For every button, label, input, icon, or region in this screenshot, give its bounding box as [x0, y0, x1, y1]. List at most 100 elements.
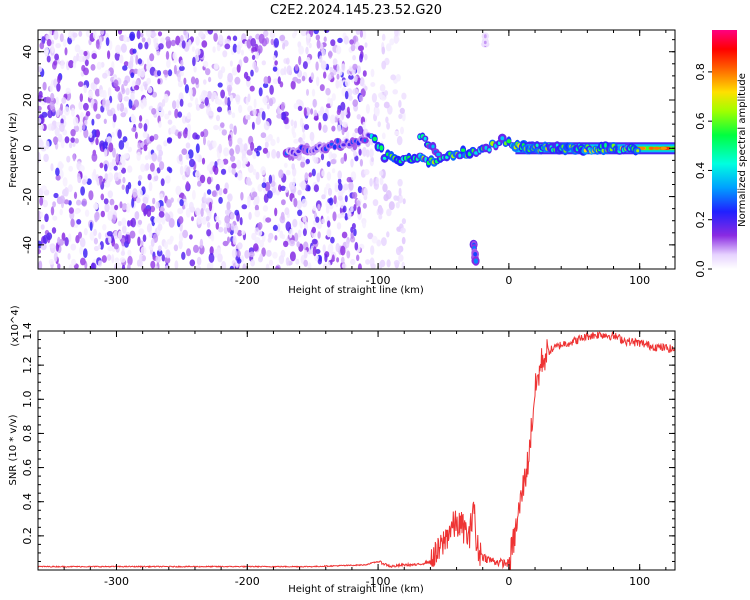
heat-cell: [381, 132, 386, 140]
heat-cell: [249, 251, 255, 258]
heat-cell: [228, 86, 231, 97]
heat-cell: [374, 106, 380, 117]
heat-cell: [147, 86, 153, 94]
heat-cell: [93, 245, 100, 252]
heat-cell: [328, 203, 334, 210]
heat-cell: [257, 112, 261, 119]
heat-cell: [342, 205, 347, 213]
heat-cell: [43, 46, 49, 56]
heat-cell: [62, 177, 68, 187]
heat-cell: [131, 197, 135, 208]
heat-cell: [119, 257, 126, 263]
heat-cell: [356, 254, 360, 262]
heat-cell: [140, 84, 144, 92]
heat-cell: [399, 107, 405, 114]
heat-cell: [364, 42, 368, 48]
heat-cell: [108, 236, 112, 244]
heat-cell: [106, 231, 113, 237]
heat-cell: [208, 110, 214, 120]
heat-cell: [79, 112, 85, 120]
heat-cell: [285, 57, 290, 65]
heat-cell: [173, 244, 179, 252]
heat-cell: [90, 82, 95, 90]
heat-cell: [137, 58, 143, 65]
heat-cell: [257, 45, 263, 54]
heat-cell: [289, 228, 293, 239]
heat-cell: [189, 158, 195, 168]
heat-cell: [315, 249, 321, 254]
heat-cell: [53, 192, 59, 199]
heat-cell: [122, 65, 128, 71]
heat-cell: [208, 143, 213, 151]
x-tick-label: -300: [104, 274, 129, 287]
heat-cell: [256, 150, 260, 157]
heat-cell: [49, 102, 55, 110]
heat-cell: [115, 44, 122, 54]
heat-cell: [289, 251, 296, 262]
heat-cell: [96, 61, 102, 70]
heat-cell: [318, 255, 322, 262]
heat-cell: [270, 138, 276, 147]
y-tick-label: 1.4: [21, 322, 34, 340]
heat-cell: [83, 128, 89, 139]
heat-cell: [74, 138, 79, 144]
heat-cell: [57, 263, 61, 269]
heat-cell: [376, 239, 382, 247]
heat-cell: [315, 34, 320, 41]
heat-cell: [303, 249, 308, 259]
heat-cell: [327, 97, 331, 104]
heat-cell: [267, 237, 272, 243]
spectrogram-x-ticks: -300 -200 -100 0 100: [37, 30, 667, 287]
heat-cell: [207, 30, 214, 35]
heat-cell: [164, 265, 170, 269]
heat-cell: [297, 189, 302, 196]
heat-cell: [102, 98, 106, 108]
heat-cell: [210, 233, 215, 242]
heat-cell: [79, 123, 83, 133]
heat-cell: [218, 226, 224, 233]
heat-cell: [64, 187, 69, 197]
heat-cell: [71, 258, 77, 266]
heat-cell: [372, 199, 379, 207]
heat-cell: [135, 197, 141, 204]
heat-cell: [261, 247, 266, 257]
heat-cell: [487, 148, 491, 152]
heat-cell: [97, 244, 101, 250]
heat-cell: [186, 248, 191, 257]
heat-cell: [195, 207, 201, 216]
heat-cell: [81, 198, 88, 207]
heat-cell: [59, 208, 63, 216]
heat-cell: [164, 241, 168, 250]
x-tick-label: 0: [505, 575, 512, 588]
heat-cell: [161, 254, 165, 262]
heat-cell: [237, 229, 243, 237]
heat-cell: [230, 155, 236, 162]
heat-cell: [56, 109, 60, 117]
heat-cell: [50, 206, 55, 216]
y-tick-label: -20: [21, 188, 34, 206]
heat-cell: [46, 55, 51, 63]
colorbar: 0.0 0.2 0.4 0.6 0.8 Normalized spectral ampl…: [694, 30, 748, 278]
heat-cell: [323, 186, 327, 197]
heat-cell: [38, 66, 43, 73]
heat-cell: [218, 196, 223, 204]
heat-cell: [70, 243, 77, 251]
x-tick-label: -300: [104, 575, 129, 588]
heat-cell: [296, 99, 302, 105]
heat-cell: [104, 179, 111, 188]
heat-cell: [57, 74, 61, 84]
heat-cell: [156, 70, 162, 77]
heat-cell: [137, 42, 143, 50]
heat-cell: [111, 158, 116, 167]
heat-cell: [120, 112, 126, 118]
heat-cell: [356, 65, 361, 74]
heat-cell: [272, 78, 279, 85]
heat-cell: [209, 246, 214, 256]
heat-cell: [108, 142, 114, 153]
heat-cell: [40, 243, 47, 251]
heat-cell: [68, 264, 73, 269]
heat-cell: [318, 122, 322, 131]
heat-cell: [199, 238, 204, 249]
heat-cell: [383, 194, 389, 202]
heat-cell: [79, 237, 86, 248]
